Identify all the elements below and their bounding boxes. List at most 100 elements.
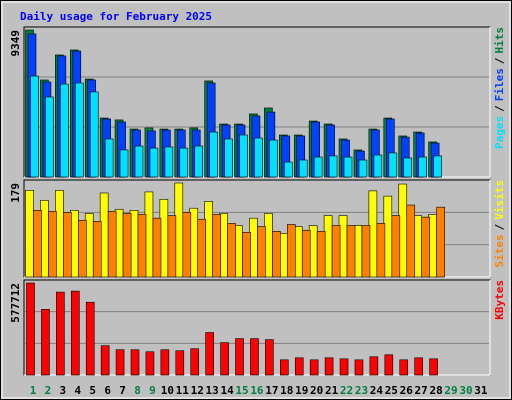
bar	[25, 190, 34, 278]
bar	[358, 159, 368, 178]
bar	[265, 339, 274, 376]
x-tick-label: 2	[45, 384, 52, 397]
legend: Pages / Files / Hits	[493, 27, 506, 149]
bar	[145, 351, 155, 376]
bar	[77, 219, 87, 278]
bar	[343, 156, 353, 178]
bar	[107, 211, 117, 278]
bar	[429, 358, 438, 376]
bar	[280, 359, 289, 376]
legend: Sites / Visits	[493, 180, 506, 268]
bar	[209, 131, 218, 178]
bar	[309, 359, 319, 376]
bar	[346, 225, 356, 278]
legend-entry: Sites	[493, 234, 506, 267]
bar	[130, 349, 140, 376]
bar	[284, 161, 293, 178]
bar	[89, 91, 99, 178]
legend-separator: /	[493, 105, 506, 112]
bar	[134, 145, 144, 178]
legend-separator: /	[493, 57, 506, 64]
bar	[41, 308, 50, 376]
bar	[373, 154, 383, 178]
x-tick-label: 11	[176, 384, 190, 397]
legend-entry: Hits	[493, 27, 506, 54]
bar	[406, 204, 416, 278]
bar	[85, 301, 95, 376]
bar	[194, 145, 204, 178]
bar	[313, 156, 323, 178]
x-tick-label: 27	[415, 384, 428, 397]
bar	[56, 291, 65, 376]
x-tick-label: 17	[265, 384, 278, 397]
bar	[220, 342, 229, 376]
bar	[63, 212, 72, 278]
bar	[182, 212, 192, 278]
bar	[399, 359, 409, 376]
bar	[164, 146, 174, 178]
bar	[388, 152, 398, 178]
bar	[421, 216, 430, 278]
bar	[376, 223, 386, 278]
bar	[254, 137, 263, 178]
x-tick-label: 18	[280, 384, 293, 397]
x-tick-label: 30	[459, 384, 472, 397]
y-tick-label: 9349	[9, 30, 22, 57]
x-tick-label: 26	[400, 384, 414, 397]
bar	[74, 82, 84, 178]
bar	[224, 138, 233, 178]
y-tick-label: 577712	[9, 283, 22, 323]
y-tick-label: 179	[9, 183, 22, 203]
bar	[122, 213, 132, 278]
chart-title: Daily usage for February 2025	[20, 10, 212, 23]
x-tick-label: 23	[355, 384, 368, 397]
x-tick-label: 20	[310, 384, 323, 397]
x-tick-label: 9	[149, 384, 156, 397]
bar	[354, 359, 364, 376]
bar	[384, 354, 394, 376]
bar	[92, 221, 102, 278]
legend-entry: Files	[493, 68, 506, 101]
bar	[205, 332, 214, 376]
x-tick-label: 28	[429, 384, 442, 397]
x-tick-label: 22	[340, 384, 353, 397]
bar	[235, 338, 244, 376]
bar	[115, 349, 125, 376]
x-tick-label: 21	[325, 384, 339, 397]
bar	[70, 290, 80, 376]
bar	[179, 147, 189, 178]
bar	[190, 348, 200, 376]
x-tick-label: 1	[30, 384, 37, 397]
legend-entry: KBytes	[493, 280, 506, 320]
bar	[45, 96, 54, 178]
bar	[294, 357, 304, 376]
x-tick-label: 13	[206, 384, 219, 397]
bar	[242, 232, 251, 278]
bar	[403, 157, 413, 178]
bar	[436, 206, 445, 278]
bar	[152, 217, 162, 278]
bar	[298, 159, 308, 178]
bar	[391, 215, 401, 278]
bar	[26, 282, 35, 376]
bar	[212, 214, 221, 278]
bar	[160, 349, 170, 376]
x-tick-label: 7	[119, 384, 126, 397]
x-tick-label: 8	[134, 384, 141, 397]
bar	[149, 147, 159, 178]
bar	[433, 155, 442, 178]
bar	[257, 226, 266, 278]
bar	[60, 83, 69, 178]
bar	[33, 210, 42, 278]
bar	[287, 224, 296, 278]
x-tick-label: 29	[444, 384, 457, 397]
x-tick-label: 10	[161, 384, 174, 397]
x-tick-label: 12	[191, 384, 204, 397]
bar	[339, 358, 349, 376]
legend: KBytes	[493, 280, 506, 320]
bar	[361, 225, 371, 278]
bar	[175, 350, 185, 376]
bar	[167, 215, 177, 278]
